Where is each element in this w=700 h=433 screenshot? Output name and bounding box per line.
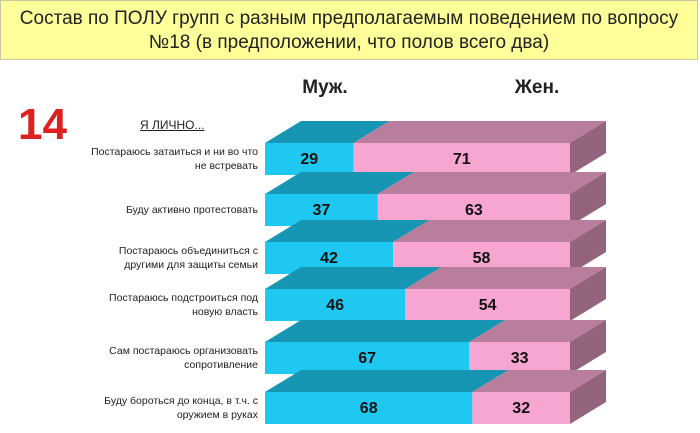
bar-side	[570, 220, 606, 274]
bar-segment	[393, 220, 606, 274]
bar-segment	[472, 370, 606, 424]
bar-top	[405, 267, 606, 289]
value-label: 32	[512, 400, 530, 417]
category-label: Постараюсь затаиться и ни во что не встр…	[91, 146, 258, 172]
bar-segment	[377, 172, 606, 226]
bar-segment	[265, 172, 414, 226]
bar-segment	[469, 320, 606, 374]
bar-top	[265, 121, 390, 143]
value-label: 42	[320, 250, 338, 267]
bar-top	[265, 320, 506, 342]
bar-front	[472, 392, 570, 424]
bar-top	[393, 220, 606, 242]
bar-front	[265, 392, 473, 424]
bar-top	[265, 220, 430, 242]
bar-segment	[265, 370, 509, 424]
value-label: 68	[360, 400, 378, 417]
bar-segment	[353, 121, 606, 175]
bar-side	[570, 172, 606, 226]
bar-side	[570, 370, 606, 424]
value-label: 46	[326, 297, 344, 314]
bar-top	[265, 370, 509, 392]
value-label: 67	[358, 350, 376, 367]
legend-label: Жен.	[514, 77, 560, 98]
bar-segment	[265, 121, 390, 175]
bar-front	[265, 289, 406, 321]
bar-side	[570, 267, 606, 321]
bar-top	[353, 121, 606, 143]
bar-top	[265, 267, 442, 289]
category-label: Сам постараюсь организовать сопротивлени…	[109, 345, 258, 371]
slide-number: 14	[18, 100, 67, 149]
bar-segment	[405, 267, 606, 321]
bar-front	[469, 342, 570, 374]
bar-top	[265, 172, 414, 194]
bar-front	[265, 143, 354, 175]
category-label: Буду активно протестовать	[125, 204, 258, 216]
value-label: 71	[453, 151, 471, 168]
bar-side	[570, 121, 606, 175]
bar-top	[472, 370, 606, 392]
category-label: Буду бороться до конца, в т.ч. с оружием…	[104, 395, 258, 421]
value-label: 58	[473, 250, 491, 267]
value-label: 37	[313, 202, 331, 219]
subheading: Я ЛИЧНО...	[140, 118, 205, 132]
chart-title: Состав по ПОЛУ групп с разным предполага…	[0, 0, 698, 60]
bar-top	[377, 172, 606, 194]
category-label: Постараюсь объединиться с другими для за…	[118, 245, 258, 271]
bar-front	[405, 289, 570, 321]
value-label: 29	[300, 151, 318, 168]
bar-side	[570, 320, 606, 374]
bar-top	[469, 320, 606, 342]
legend-label: Муж.	[302, 77, 347, 98]
bar-front	[353, 143, 570, 175]
value-label: 33	[511, 350, 529, 367]
bar-segment	[265, 320, 506, 374]
value-label: 63	[465, 202, 483, 219]
bar-segment	[265, 267, 442, 321]
category-label: Постараюсь подстроиться под новую власть	[109, 292, 258, 318]
bar-front	[265, 342, 470, 374]
value-label: 54	[479, 297, 497, 314]
